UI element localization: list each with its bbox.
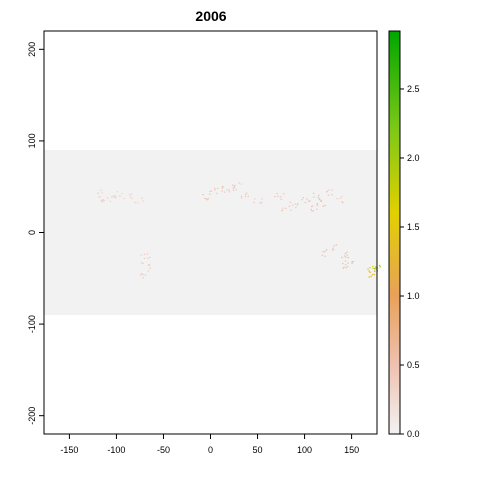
raster-cell [289, 201, 299, 209]
raster-cell [100, 197, 109, 203]
raster-cell [140, 262, 151, 269]
raster-cell [281, 205, 292, 212]
colorbar-tick-label: 1.5 [407, 222, 420, 232]
colorbar-tick-label: 1.0 [407, 291, 420, 301]
raster-cell [109, 195, 117, 202]
raster-cell [341, 251, 349, 259]
raster-cell [139, 270, 149, 279]
raster-cell [209, 187, 219, 194]
x-tick-label: -150 [60, 445, 78, 455]
colorbar-ticks: 0.0 0.5 1.0 1.5 2.0 2.5 [400, 84, 420, 439]
raster-cell [326, 189, 333, 196]
raster-cell [321, 249, 328, 257]
colorbar-tick-label: 2.0 [407, 153, 420, 163]
x-tick-label: 50 [253, 445, 263, 455]
raster-cell [316, 199, 326, 207]
raster-cell [368, 270, 375, 278]
raster-cell [274, 193, 285, 200]
raster-cell [133, 197, 144, 204]
x-tick-label: 150 [344, 445, 359, 455]
raster-cell [123, 193, 133, 200]
x-tick-label: 100 [297, 445, 312, 455]
y-axis: -200 -100 0 100 200 [27, 42, 45, 425]
raster-cell [97, 189, 103, 198]
colorbar-tick-label: 0.0 [407, 429, 420, 439]
raster-cell [367, 265, 379, 270]
raster-cell [232, 182, 243, 189]
y-tick-label: -200 [27, 407, 37, 425]
raster-cell [202, 193, 211, 201]
x-tick-label: 0 [208, 445, 213, 455]
raster-cells [97, 182, 381, 279]
x-tick-label: -50 [157, 445, 170, 455]
x-tick-label: -100 [107, 445, 125, 455]
raster-cell [221, 185, 228, 193]
colorbar-ramp [388, 30, 401, 435]
y-tick-label: 200 [27, 42, 37, 57]
raster-cell [240, 192, 249, 199]
raster-cell [336, 196, 344, 204]
colorbar-tick-label: 0.5 [407, 360, 420, 370]
x-axis: -150 -100 -50 0 50 100 150 [60, 433, 359, 455]
raster-cell [253, 198, 263, 204]
raster-cell [310, 205, 318, 212]
raster-cell [140, 253, 151, 259]
raster-background [44, 150, 377, 315]
raster-cell [114, 191, 123, 197]
raster-cell [312, 192, 321, 201]
colorbar: 0.0 0.5 1.0 1.5 2.0 2.5 [388, 30, 420, 439]
plot-area [43, 30, 381, 435]
y-tick-label: -100 [27, 315, 37, 333]
y-tick-label: 0 [27, 230, 37, 235]
plot-title: 2006 [195, 8, 226, 24]
raster-cell [331, 244, 337, 251]
colorbar-tick-label: 2.5 [407, 84, 420, 94]
raster-cell [344, 256, 354, 264]
raster-cell [301, 197, 311, 204]
raster-cell [342, 262, 349, 269]
raster-cell [228, 186, 237, 193]
y-tick-label: 100 [27, 133, 37, 148]
